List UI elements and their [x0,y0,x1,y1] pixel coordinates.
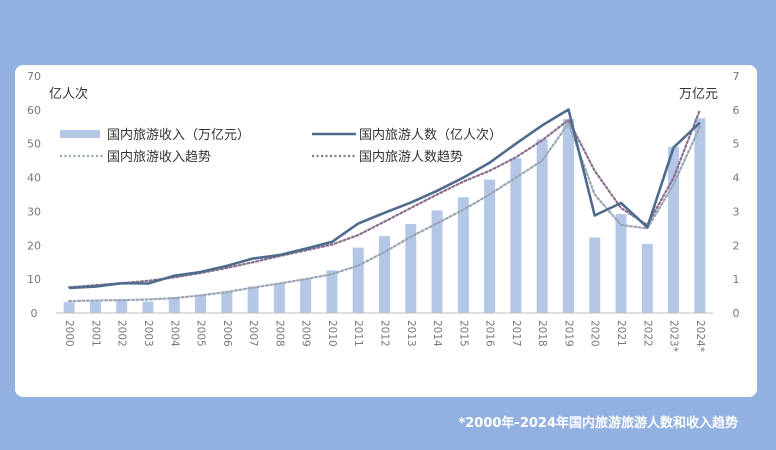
bar-2019 [562,118,574,314]
chart-caption: *2000年-2024年国内旅游旅游人数和收入趋势 [458,416,738,431]
left-tick-60: 60 [27,104,41,117]
bar-2014 [431,210,443,313]
x-tick-2009: 2009 [300,320,312,347]
left-tick-40: 40 [27,172,41,185]
x-tick-2000: 2000 [63,320,75,347]
x-tick-2022: 2022 [641,320,653,347]
x-tick-2006: 2006 [221,320,233,347]
right-tick-3: 3 [733,205,740,218]
legend-label-3: 国内旅游人数趋势 [359,149,463,165]
bar-2008 [273,283,285,313]
axes: 0 10 20 30 40 50 60 70 0 1 2 3 4 5 6 7 2000 2001 2002 2003 2… [27,70,740,352]
legend-swatch-revenue [60,130,100,138]
legend: 国内旅游收入（万亿元） 国内旅游人数（亿人次） 国内旅游收入趋势 国内旅游人数趋势 [60,127,502,165]
x-tick-2023*: 2023* [668,320,680,352]
right-axis-unit: 万亿元 [679,87,718,102]
x-tick-2003: 2003 [142,320,154,347]
visitors-trend-line [67,108,702,289]
bar-2011 [352,247,364,313]
legend-label-1: 国内旅游人数（亿人次） [359,127,502,143]
left-tick-30: 30 [27,205,41,218]
x-tick-2015: 2015 [457,320,469,347]
left-tick-20: 20 [27,239,41,252]
right-tick-0: 0 [733,307,740,320]
visitors-line [69,108,701,290]
x-tick-2004: 2004 [168,320,180,347]
x-tick-2013: 2013 [405,320,417,347]
left-tick-0: 0 [31,307,38,320]
bar-2007 [247,286,259,313]
x-tick-2011: 2011 [352,320,364,347]
right-tick-7: 7 [733,70,740,83]
bar-2022 [641,243,653,313]
x-tick-2008: 2008 [273,320,285,347]
x-tick-2010: 2010 [326,320,338,347]
bar-2006 [221,292,233,313]
bar-2018 [536,139,548,313]
bar-2015 [457,197,469,313]
bar-2005 [195,295,207,313]
bar-2012 [379,236,390,313]
x-tick-2018: 2018 [536,320,548,347]
x-tick-2002: 2002 [116,320,128,347]
x-tick-2007: 2007 [247,320,259,347]
right-tick-5: 5 [733,138,740,151]
bar-2020 [589,237,601,313]
x-tick-2024*: 2024* [694,320,706,352]
chart-panel [15,65,757,397]
left-tick-50: 50 [27,138,41,151]
x-tick-2021: 2021 [615,320,627,347]
bar-2021 [615,214,627,313]
x-tick-2005: 2005 [195,320,207,347]
x-tick-2019: 2019 [562,320,574,347]
trend-line-visitors [67,108,702,289]
legend-label-2: 国内旅游收入趋势 [107,149,211,165]
x-tick-2012: 2012 [379,320,391,347]
bar-2003 [142,301,154,313]
x-tick-2017: 2017 [510,320,522,347]
x-tick-2020: 2020 [589,320,601,347]
bar-2009 [300,278,312,313]
right-tick-4: 4 [733,172,740,185]
bar-2024* [694,118,706,313]
revenue-trend-line [67,121,702,303]
bar-2004 [168,297,180,313]
revenue-bars [63,118,706,314]
x-tick-2001: 2001 [89,320,101,347]
bar-2016 [484,179,496,313]
bar-2023* [668,146,680,313]
left-tick-70: 70 [27,70,41,83]
x-tick-2016: 2016 [484,320,496,347]
right-tick-1: 1 [733,273,740,286]
bar-2010 [326,270,338,313]
bar-2017 [510,158,522,313]
left-axis-unit: 亿人次 [49,86,88,102]
legend-label-0: 国内旅游收入（万亿元） [107,127,250,143]
bar-2000 [63,302,75,313]
trend-line-revenue [67,121,702,303]
right-tick-2: 2 [733,239,740,252]
bar-2013 [405,223,417,313]
x-tick-2014: 2014 [431,320,443,347]
right-tick-6: 6 [733,104,740,117]
left-tick-10: 10 [27,273,41,286]
bar-2001 [89,301,101,313]
bar-2002 [116,299,128,313]
